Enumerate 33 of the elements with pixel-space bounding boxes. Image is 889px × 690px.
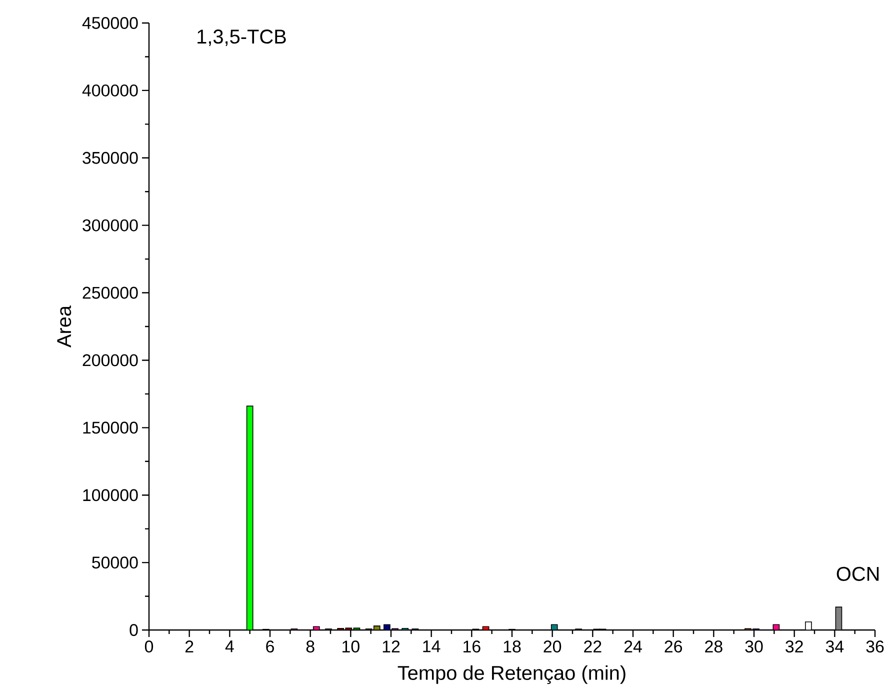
y-tick-label: 450000 bbox=[82, 16, 138, 29]
y-tick-label: 350000 bbox=[82, 152, 138, 164]
x-tick-label: 36 bbox=[866, 640, 884, 653]
y-tick-label: 250000 bbox=[82, 286, 138, 299]
x-tick-label: 18 bbox=[504, 640, 521, 653]
x-axis-title: Tempo de Retençao (min) bbox=[398, 665, 626, 684]
y-tick-label: 0 bbox=[130, 624, 138, 636]
x-tick-label: 22 bbox=[584, 640, 602, 652]
y-tick-label: 150000 bbox=[83, 422, 138, 434]
x-tick-label: 34 bbox=[826, 640, 844, 653]
x-tick-label: 6 bbox=[266, 640, 274, 653]
y-tick-label: 100000 bbox=[83, 489, 138, 502]
x-tick-label: 2 bbox=[185, 640, 194, 652]
x-tick-label: 28 bbox=[705, 640, 722, 653]
x-tick-label: 10 bbox=[342, 640, 360, 653]
y-tick-label: 300000 bbox=[82, 219, 138, 232]
x-tick-label: 20 bbox=[544, 640, 562, 653]
x-tick-label: 26 bbox=[664, 640, 682, 653]
x-tick-label: 14 bbox=[423, 640, 440, 652]
x-tick-label: 24 bbox=[624, 640, 642, 652]
x-tick-label: 12 bbox=[382, 640, 400, 652]
x-tick-label: 32 bbox=[786, 640, 803, 653]
x-tick-label: 8 bbox=[306, 640, 314, 653]
x-tick-label: 30 bbox=[745, 640, 763, 653]
x-tick-label: 16 bbox=[464, 640, 480, 653]
y-tick-label: 400000 bbox=[82, 84, 138, 96]
annotation: OCN bbox=[836, 566, 879, 581]
y-tick-label: 50000 bbox=[92, 556, 138, 569]
x-tick-label: 0 bbox=[144, 640, 154, 653]
annotation: 1,3,5-TCB bbox=[198, 30, 286, 46]
x-tick-label: 4 bbox=[225, 640, 234, 652]
y-axis-title: Area bbox=[57, 305, 72, 348]
y-tick-label: 200000 bbox=[82, 354, 138, 366]
